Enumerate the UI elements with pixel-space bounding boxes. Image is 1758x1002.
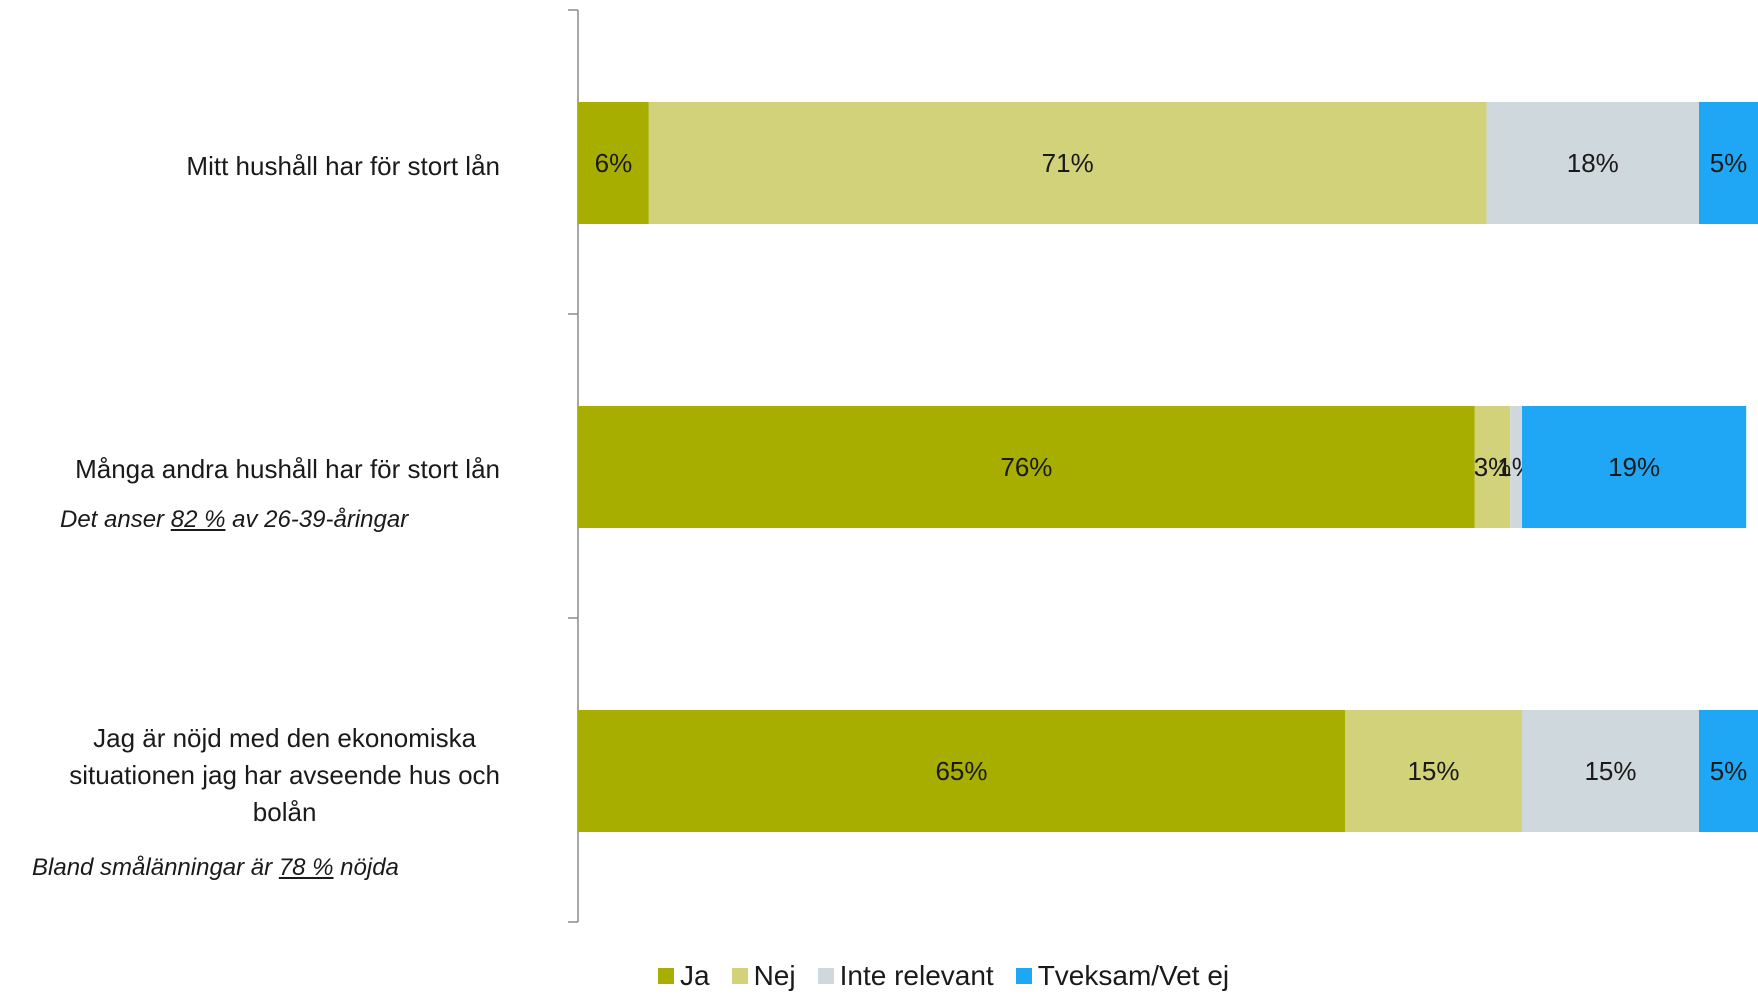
category-label-3-line-2: situationen jag har avseende hus och — [69, 760, 500, 790]
category-label-1: Mitt hushåll har för stort lån — [186, 151, 500, 181]
legend-swatch-ja — [658, 968, 674, 984]
bar-segment-ja-3 — [578, 710, 1345, 832]
annotation-note-1: Det anser 82 % av 26-39-åringar — [60, 506, 408, 534]
annotation-note-2: Bland smålänningar är 78 % nöjda — [32, 854, 399, 882]
note-1-suffix: av 26-39-åringar — [225, 506, 409, 533]
legend-item-ja: Ja — [658, 960, 710, 992]
legend-item-inte-relevant: Inte relevant — [817, 960, 994, 992]
legend-item-nej: Nej — [731, 960, 796, 992]
data-label: 71% — [1042, 148, 1094, 178]
legend-label-nej: Nej — [753, 960, 796, 991]
data-label: 3% — [1474, 452, 1512, 482]
legend-swatch-nej — [731, 968, 748, 984]
bar-segment-ja-1 — [578, 102, 649, 224]
bar-segment-tveksam-vet-ej-2 — [1522, 406, 1747, 528]
note-1-value: 82 % — [170, 506, 226, 533]
data-label: 65% — [935, 756, 987, 786]
bar-segment-inte-relevant-2 — [1510, 406, 1522, 528]
data-label: 6% — [595, 148, 633, 178]
bar-segment-inte-relevant-3 — [1522, 710, 1699, 832]
data-label: 18% — [1567, 148, 1619, 178]
legend-swatch-inte-relevant — [817, 968, 834, 984]
legend-label-ja: Ja — [680, 960, 710, 991]
data-label: 15% — [1584, 756, 1636, 786]
data-label: 5% — [1710, 148, 1748, 178]
data-label: 5% — [1710, 756, 1748, 786]
legend-swatch-tveksam — [1015, 968, 1032, 984]
data-label: 15% — [1407, 756, 1459, 786]
bar-segment-nej-3 — [1345, 710, 1522, 832]
bar-segment-inte-relevant-1 — [1486, 102, 1699, 224]
legend-label-tveksam: Tveksam/Vet ej — [1037, 960, 1230, 991]
category-axis — [568, 9, 579, 923]
bar-segment-nej-1 — [648, 102, 1487, 224]
data-label: 76% — [1000, 452, 1052, 482]
legend-label-inte-relevant: Inte relevant — [839, 960, 994, 991]
bar-segment-tveksam-vet-ej-3 — [1699, 710, 1758, 832]
bar-segment-tveksam-vet-ej-1 — [1699, 102, 1758, 224]
note-1-prefix: Det anser — [60, 506, 171, 533]
data-label: 19% — [1608, 452, 1660, 482]
note-2-prefix: Bland smålänningar är — [32, 854, 279, 881]
note-2-suffix: nöjda — [333, 854, 399, 881]
note-2-value: 78 % — [278, 854, 334, 881]
category-label-3-line-1: Jag är nöjd med den ekonomiska — [93, 723, 477, 753]
bars-group: 6% 71% 18% 5%76% 3%1% 19%65% 15% 15% 5% — [578, 102, 1758, 832]
category-label-2: Många andra hushåll har för stort lån — [75, 454, 500, 484]
category-label-3-line-3: bolån — [252, 797, 317, 827]
bar-segment-ja-2 — [578, 406, 1475, 528]
bar-segment-nej-2 — [1474, 406, 1511, 528]
legend-item-tveksam: Tveksam/Vet ej — [1015, 960, 1230, 992]
legend: Ja Nej Inte relevant Tveksam/Vet ej — [658, 960, 1251, 992]
category-label-3: Jag är nöjd med den ekonomiska situation… — [69, 720, 500, 831]
